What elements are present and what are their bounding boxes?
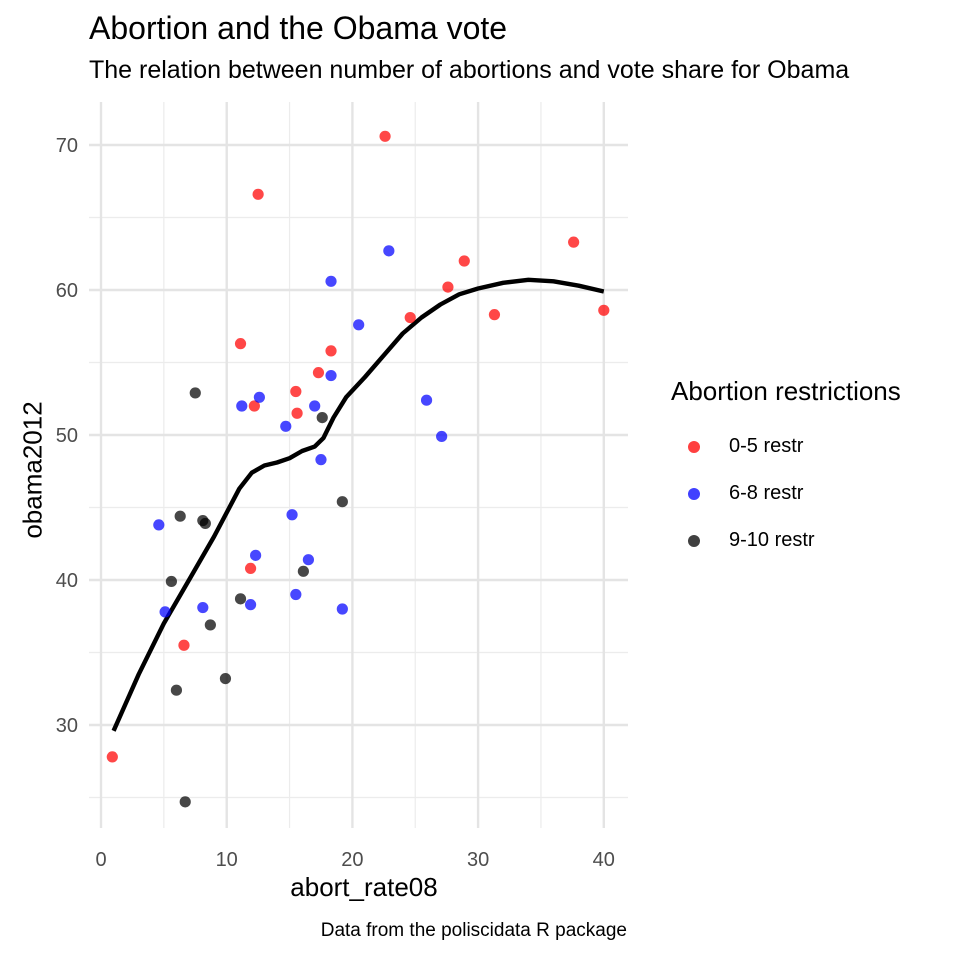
data-points [107,131,610,808]
legend-label: 0-5 restr [729,435,803,458]
legend: Abortion restrictions 0-5 restr 6-8 rest… [671,376,901,564]
chart-caption: Data from the poliscidata R package [321,920,627,942]
chart-title: Abortion and the Obama vote [89,10,507,47]
data-point [254,392,265,403]
data-point [405,312,416,323]
x-tick-label: 0 [95,849,106,871]
x-axis-label: abort_rate08 [290,872,437,903]
data-point [220,673,231,684]
legend-key-0-5-restr [688,441,700,453]
legend-title: Abortion restrictions [671,376,901,407]
y-tick-label: 70 [56,135,78,157]
legend-item: 9-10 restr [671,517,901,564]
smooth-trend-line [114,280,604,731]
data-point [303,554,314,565]
x-tick-label: 40 [593,849,615,871]
data-point [379,131,390,142]
data-point [280,421,291,432]
data-point [309,400,320,411]
legend-label: 6-8 restr [729,482,803,505]
data-point [245,563,256,574]
x-tick-label: 10 [216,849,238,871]
data-point [107,751,118,762]
data-point [235,593,246,604]
y-tick-label: 50 [56,425,78,447]
x-tick-label: 20 [341,849,363,871]
data-point [175,511,186,522]
x-tick-label: 30 [467,849,489,871]
data-point [180,796,191,807]
data-point [171,685,182,696]
data-point [313,367,324,378]
data-point [459,255,470,266]
data-point [383,245,394,256]
data-point [337,496,348,507]
data-point [236,400,247,411]
data-point [190,387,201,398]
legend-key-9-10-restr [688,535,700,547]
data-point [442,282,453,293]
data-point [290,386,301,397]
data-point [337,603,348,614]
data-point [598,305,609,316]
y-tick-label: 40 [56,570,78,592]
trend-line-group [114,280,604,731]
data-point [317,412,328,423]
data-point [353,319,364,330]
data-point [245,599,256,610]
y-tick-label: 30 [56,715,78,737]
data-point [200,518,211,529]
x-tick-labels: 0 10 20 30 40 [95,849,614,871]
legend-label: 9-10 restr [729,529,815,552]
legend-key-6-8-restr [688,488,700,500]
y-axis-label: obama2012 [18,401,49,538]
chart-subtitle: The relation between number of abortions… [89,56,849,85]
minor-gridlines [89,102,628,828]
y-tick-labels: 30 40 50 60 70 [56,135,78,737]
data-point [325,345,336,356]
data-point [166,576,177,587]
data-point [153,519,164,530]
data-point [325,276,336,287]
data-point [421,395,432,406]
data-point [290,589,301,600]
data-point [291,408,302,419]
data-point [436,431,447,442]
data-point [253,189,264,200]
data-point [286,509,297,520]
data-point [178,640,189,651]
data-point [298,566,309,577]
major-gridlines [89,102,628,828]
data-point [235,338,246,349]
data-point [325,370,336,381]
data-point [315,454,326,465]
data-point [568,237,579,248]
data-point [250,550,261,561]
data-point [197,602,208,613]
data-point [160,606,171,617]
y-tick-label: 60 [56,280,78,302]
data-point [489,309,500,320]
data-point [205,619,216,630]
legend-item: 6-8 restr [671,470,901,517]
legend-item: 0-5 restr [671,423,901,470]
